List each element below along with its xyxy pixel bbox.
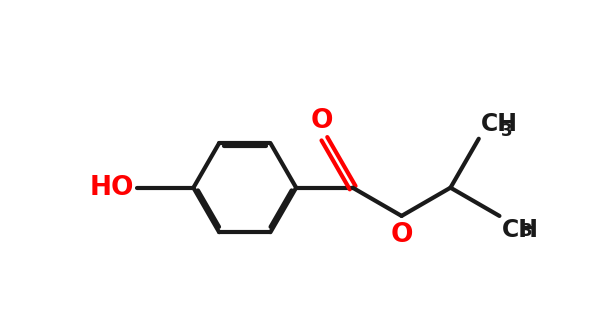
Text: O: O <box>391 222 413 249</box>
Text: 3: 3 <box>521 222 533 240</box>
Text: O: O <box>311 108 333 133</box>
Text: 3: 3 <box>500 122 512 140</box>
Text: CH: CH <box>502 218 539 242</box>
Text: HO: HO <box>90 175 134 201</box>
Text: CH: CH <box>481 112 518 136</box>
